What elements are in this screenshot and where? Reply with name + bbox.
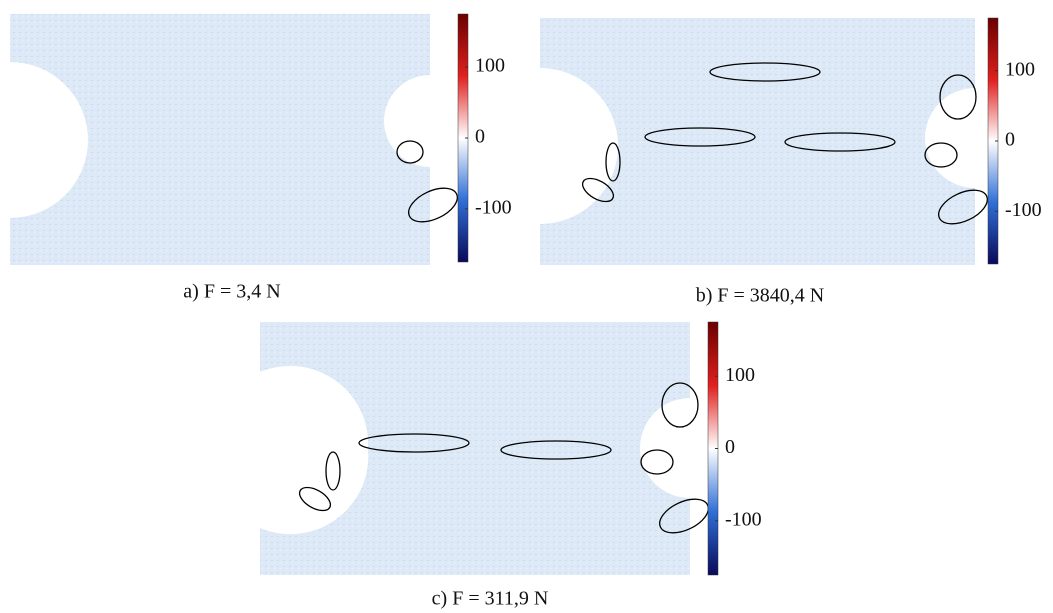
colorbar-tick-label: 100 [725,364,755,386]
colorbar-tick-label: 0 [725,436,735,458]
colorbar-tick-label: 0 [1005,129,1015,151]
map-c [260,322,709,575]
colorbar-tick-label: 100 [1005,58,1035,80]
colorbar-tick-label: -100 [725,508,762,530]
colorbar-tick-label: 100 [475,55,505,77]
panel-caption: b) F = 3840,4 N [696,285,825,307]
panel-caption: c) F = 311,9 N [432,588,549,610]
colorbar-tick-label: 0 [475,126,485,148]
map-a [10,14,458,265]
colorbar-tick-label: -100 [475,196,512,218]
colorbar-tick-label: -100 [1005,199,1042,221]
map-b [540,18,988,265]
panel-caption: a) F = 3,4 N [183,281,280,303]
